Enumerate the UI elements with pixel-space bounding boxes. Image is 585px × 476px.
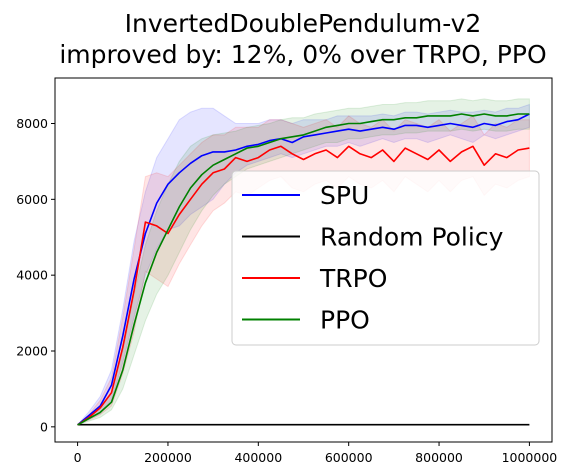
series-lines — [77, 113, 530, 426]
series-line-trpo — [77, 145, 530, 426]
series-line-spu — [77, 113, 530, 426]
y-tick-label: 0 — [40, 419, 48, 434]
x-tick-label: 0 — [74, 450, 82, 465]
legend: SPU Random Policy TRPO PPO — [231, 170, 540, 346]
x-tick-label: 400000 — [234, 450, 282, 465]
chart-title-line-2: improved by: 12%, 0% over TRPO, PPO — [59, 40, 546, 69]
series-line-ppo — [77, 113, 530, 426]
y-tick-label: 4000 — [16, 268, 48, 283]
legend-label-ppo: PPO — [320, 306, 370, 335]
y-tick-label: 8000 — [16, 116, 48, 131]
x-tick-label: 1000000 — [502, 450, 558, 465]
plot-area-frame — [54, 77, 553, 443]
x-tick-label: 200000 — [144, 450, 192, 465]
legend-box — [231, 170, 540, 346]
legend-label-trpo: TRPO — [319, 264, 387, 293]
legend-label-spu: SPU — [320, 181, 369, 210]
y-axis: 0 2000 4000 6000 8000 — [16, 116, 55, 434]
band-spu — [77, 103, 530, 426]
x-tick-label: 800000 — [415, 450, 463, 465]
x-tick-label: 600000 — [325, 450, 373, 465]
legend-label-random-policy: Random Policy — [320, 223, 504, 252]
chart-title-line-1: InvertedDoublePendulum-v2 — [125, 9, 482, 38]
x-axis: 0 200000 400000 600000 800000 1000000 — [74, 442, 558, 465]
y-tick-label: 6000 — [16, 192, 48, 207]
y-tick-label: 2000 — [16, 344, 48, 359]
